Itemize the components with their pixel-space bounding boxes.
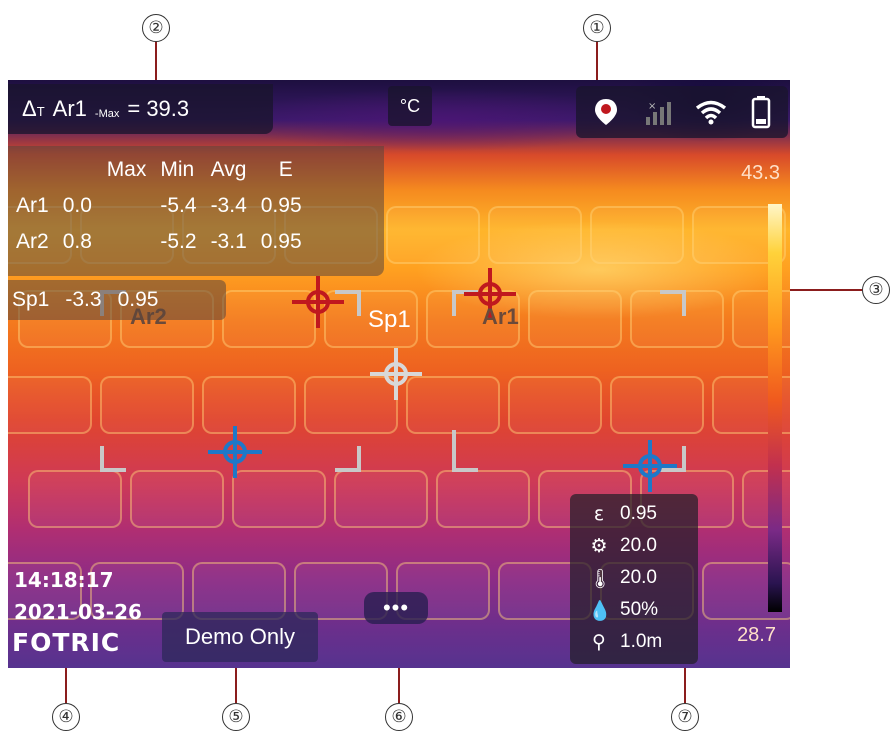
brand-logo: FOTRIC — [12, 628, 121, 657]
callout-5: ⑤ — [222, 703, 250, 731]
reflected-temp-icon: ⚙ — [590, 535, 608, 557]
header-avg: Avg — [210, 158, 247, 181]
param-distance: ⚲ 1.0m — [570, 626, 698, 658]
max-marker-ar1-icon — [464, 268, 516, 320]
spot-emissivity: 0.95 — [117, 288, 159, 311]
spot-marker-sp1-icon — [370, 348, 422, 400]
scale-max-value: 43.3 — [741, 162, 780, 184]
callout-2: ② — [142, 14, 170, 42]
status-bar: × — [576, 86, 788, 138]
wifi-icon — [696, 100, 727, 125]
capture-date: 2021-03-26 — [14, 600, 142, 624]
spot-sp1-label: Sp1 — [368, 306, 411, 333]
param-reflected-temperature: ⚙ 20.0 — [570, 530, 698, 562]
more-menu-button[interactable]: ••• — [364, 592, 428, 624]
leader-line-1 — [596, 42, 598, 108]
callout-1: ① — [583, 14, 611, 42]
emissivity-icon: ε — [593, 503, 605, 525]
spot-sp1-readout[interactable]: Sp1 -3.3 0.95 — [8, 280, 226, 320]
no-signal-icon: × — [645, 101, 671, 125]
leader-line-3 — [774, 289, 862, 291]
battery-icon — [751, 96, 770, 129]
spot-temp: -3.3 — [65, 288, 102, 311]
param-emissivity: ε 0.95 — [570, 498, 698, 530]
table-row[interactable]: Ar2 0.8 -5.2 -3.1 0.95 — [16, 230, 302, 253]
svg-text:×: × — [648, 101, 656, 112]
area-ar1-label: Ar1 — [482, 304, 519, 329]
temperature-unit[interactable]: °C — [388, 86, 432, 126]
min-marker-ar1-icon — [623, 440, 677, 492]
callout-6: ⑥ — [385, 703, 413, 731]
param-humidity: 💧 50% — [588, 599, 659, 622]
thermal-screen[interactable]: Ar2 Ar1 Sp1 ΔT Ar1 -Max = 39.3 °C × — [8, 80, 790, 668]
header-min: Min — [160, 158, 195, 181]
min-marker-ar2-icon — [208, 426, 262, 478]
color-scale-bar[interactable] — [768, 204, 782, 612]
parameter-panel[interactable]: ε 0.95 ⚙ 20.0 🌡 20.0 💧 50% ⚲ 1.0m — [570, 494, 698, 664]
callout-3: ③ — [862, 276, 890, 304]
param-ambient-temperature: 🌡 20.0 — [588, 567, 657, 590]
humidity-icon: 💧 — [588, 599, 612, 622]
leader-line-4 — [65, 638, 67, 703]
gps-icon — [595, 99, 618, 125]
delta-symbol: ΔT — [22, 96, 45, 121]
thermometer-icon: 🌡 — [588, 567, 613, 590]
callout-7: ⑦ — [671, 703, 699, 731]
demo-watermark: Demo Only — [162, 612, 318, 662]
capture-time: 14:18:17 — [14, 568, 114, 592]
header-e: E — [278, 158, 293, 181]
delta-value: = 39.3 — [127, 96, 190, 121]
delta-temperature-bar[interactable]: ΔT Ar1 -Max = 39.3 — [8, 84, 273, 134]
spot-name: Sp1 — [12, 288, 50, 311]
delta-area-sub: -Max — [94, 108, 120, 120]
distance-icon: ⚲ — [592, 631, 606, 653]
header-max: Max — [106, 158, 147, 181]
measurement-table: Max Min Avg E Ar1 0.0 -5.4 -3.4 0.95 Ar2… — [8, 146, 384, 276]
measurement-header-row: Max Min Avg E — [10, 152, 310, 188]
delta-area: Ar1 — [52, 96, 87, 121]
max-marker-ar2-icon — [292, 276, 344, 328]
scale-min-value: 28.7 — [737, 624, 776, 646]
callout-4: ④ — [52, 703, 80, 731]
table-row[interactable]: Ar1 0.0 -5.4 -3.4 0.95 — [16, 194, 302, 217]
